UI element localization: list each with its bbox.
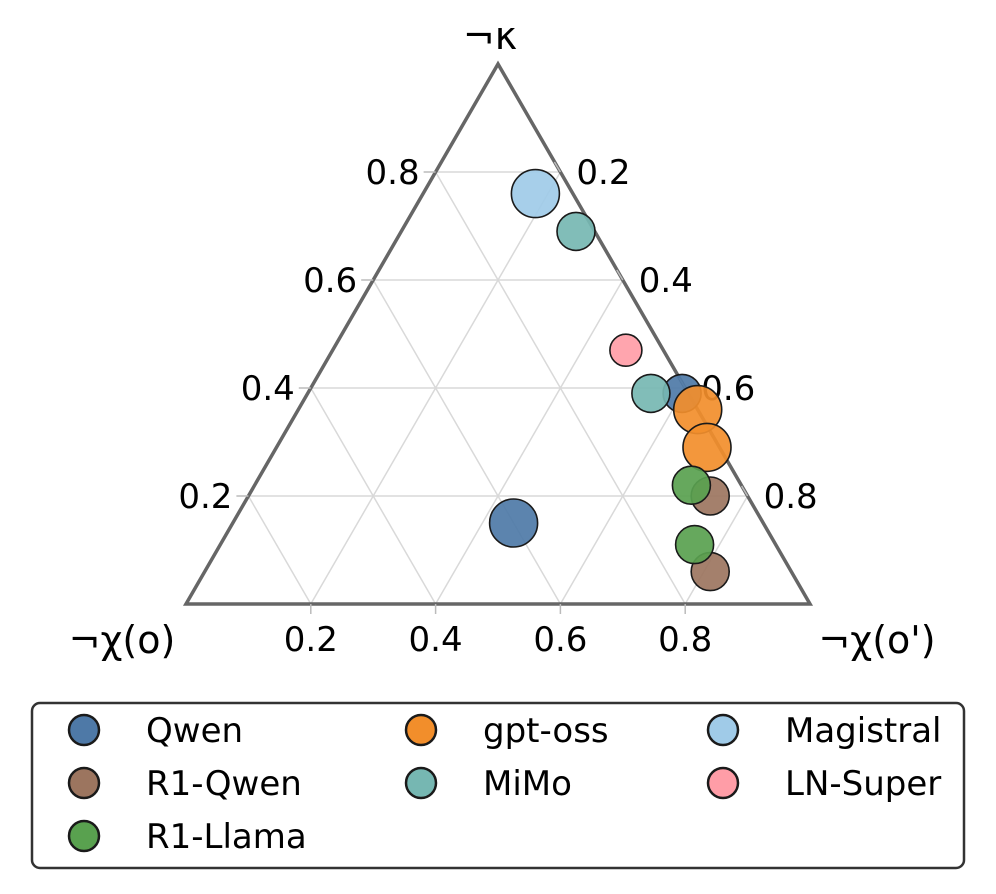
data-point-magistral [510,168,561,219]
data-point-r1-llama [671,465,712,506]
bottom-tick-label: 0.6 [533,620,587,660]
legend-box [30,701,966,870]
legend-marker [706,713,740,747]
legend-marker [404,713,438,747]
bottom-tick-label: 0.4 [409,620,463,660]
legend-label: gpt-oss [483,711,609,751]
grid-line [372,279,562,605]
right-tick [740,485,749,497]
grid-line [434,279,624,605]
right-tick-label: 0.8 [764,477,818,517]
legend-label: MiMo [483,764,572,804]
legend-label: LN-Super [785,764,941,804]
legend-marker [67,713,101,747]
grid-line [310,387,437,605]
left-tick-label: 0.6 [303,261,357,301]
data-points [488,168,732,592]
data-point-mimo [631,373,671,414]
left-tick-label: 0.8 [366,153,420,193]
bottom-tick-label: 0.8 [658,620,712,660]
left-tick-label: 0.4 [241,369,295,409]
right-axis-label: ¬χ(o') [818,618,935,662]
right-tick-label: 0.4 [639,261,693,301]
legend-label: Magistral [785,711,942,751]
grid-line [559,387,686,605]
legend-marker [706,766,740,800]
legend-marker [67,819,101,853]
grid-lines [247,171,749,605]
data-point-r1-llama [674,524,715,565]
data-point-mimo [556,211,596,252]
legend-label: R1-Llama [146,817,307,857]
bottom-tick-label: 0.2 [284,620,338,660]
right-tick-label: 0.2 [576,153,630,193]
legend-label: R1-Qwen [146,764,302,804]
legend: Qwen gpt-oss Magistral R1-Qwen MiMo LN-Super R… [30,701,966,870]
right-tick [553,161,562,173]
grid-line [684,495,749,605]
top-axis-label: ¬κ [463,14,517,58]
grid-line [247,495,312,605]
legend-marker [404,766,438,800]
triangle-frame [182,60,814,606]
data-point-gpt-oss [682,422,732,473]
legend-marker [67,766,101,800]
data-point-qwen [488,498,539,548]
data-point-ln-super [609,333,643,368]
left-axis-label: ¬χ(o) [69,618,176,662]
legend-items: Qwen gpt-oss Magistral R1-Qwen MiMo LN-Super R… [67,711,942,857]
left-tick-label: 0.2 [178,477,232,517]
legend-label: Qwen [146,711,243,751]
right-tick [616,269,624,281]
